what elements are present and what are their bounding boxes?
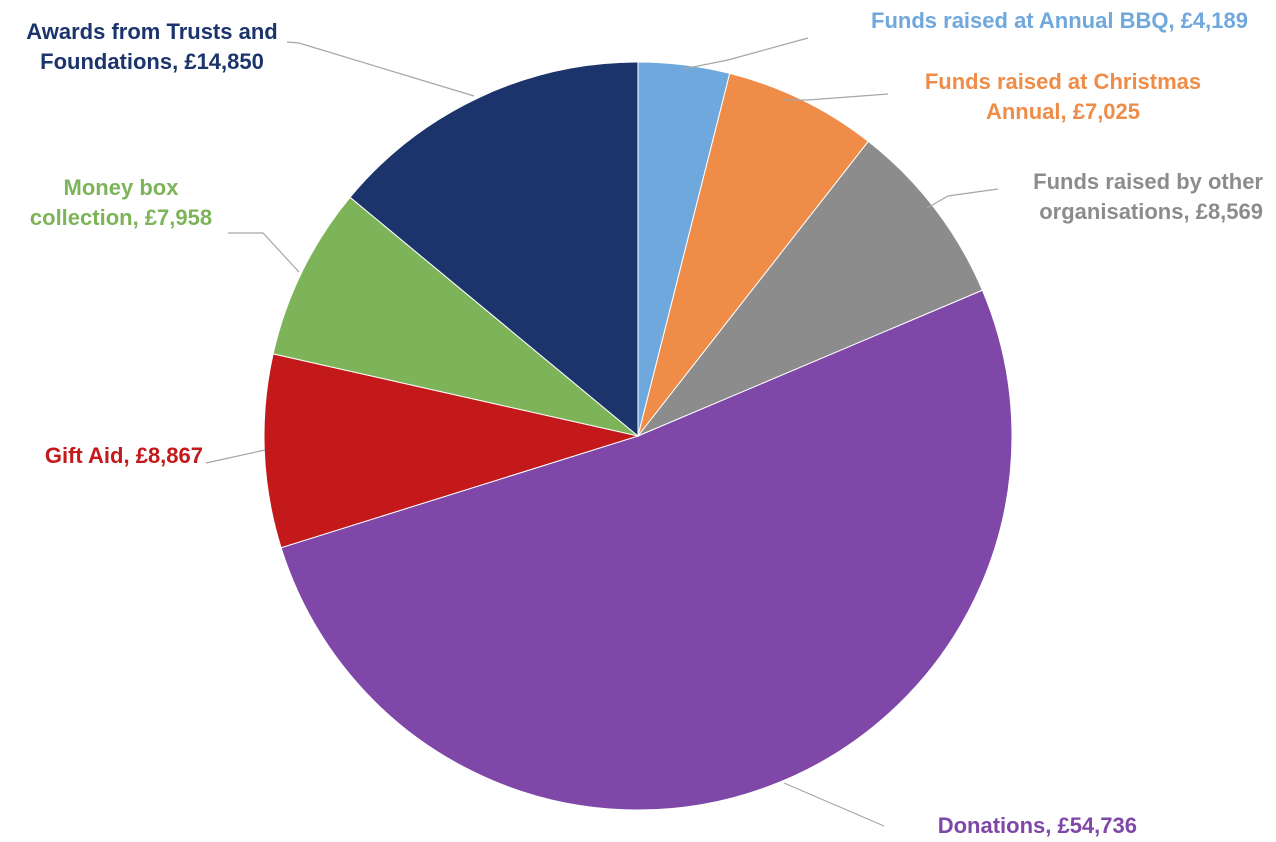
pie-slice-other	[636, 140, 984, 438]
leader-line-giftaid	[205, 449, 266, 464]
data-label-trusts: Awards from Trusts and Foundations, £14,8…	[26, 19, 277, 74]
data-label-line: Donations, £54,736	[938, 813, 1137, 838]
data-label-other: Funds raised by other organisations, £8,5…	[1033, 169, 1263, 224]
data-labels: Funds raised at Annual BBQ, £4,189 Funds …	[26, 8, 1263, 838]
data-label-line: Money box	[64, 175, 180, 200]
leader-line-moneybox	[228, 232, 300, 273]
leader-line-donations	[783, 782, 885, 827]
pie-slices	[263, 61, 1013, 811]
pie-slice-trusts	[349, 61, 639, 438]
data-label-line: organisations, £8,569	[1039, 199, 1263, 224]
pie-slice-giftaid	[263, 353, 640, 549]
data-label-bbq: Funds raised at Annual BBQ, £4,189	[871, 8, 1248, 33]
data-label-christmas: Funds raised at Christmas Annual, £7,025	[925, 69, 1201, 124]
data-label-line: Foundations, £14,850	[40, 49, 264, 74]
leader-line-bbq	[682, 37, 809, 70]
data-label-donations: Donations, £54,736	[938, 813, 1137, 838]
pie-slice-moneybox	[272, 196, 639, 437]
data-label-line: Awards from Trusts and	[26, 19, 277, 44]
leader-line-trusts	[286, 41, 475, 97]
data-label-moneybox: Money box collection, £7,958	[30, 175, 212, 230]
data-label-line: Funds raised at Annual BBQ, £4,189	[871, 8, 1248, 33]
data-label-line: collection, £7,958	[30, 205, 212, 230]
leader-lines	[205, 37, 999, 827]
data-label-line: Gift Aid, £8,867	[45, 443, 203, 468]
data-label-line: Funds raised by other	[1033, 169, 1263, 194]
data-label-giftaid: Gift Aid, £8,867	[45, 443, 203, 468]
data-label-line: Annual, £7,025	[986, 99, 1140, 124]
leader-line-christmas	[783, 93, 889, 101]
pie-slice-donations	[280, 289, 1013, 811]
leader-line-other	[926, 188, 999, 209]
data-label-line: Funds raised at Christmas	[925, 69, 1201, 94]
